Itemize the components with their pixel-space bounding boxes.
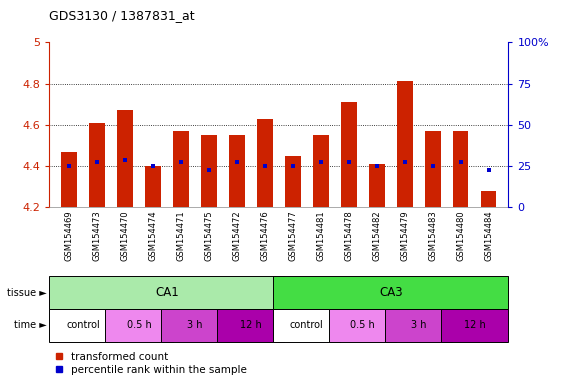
Bar xyxy=(313,135,329,207)
Bar xyxy=(385,309,453,342)
Text: CA3: CA3 xyxy=(379,286,403,299)
Bar xyxy=(49,309,117,342)
Text: 0.5 h: 0.5 h xyxy=(127,320,151,331)
Bar xyxy=(201,135,217,207)
Bar xyxy=(105,309,173,342)
Bar xyxy=(229,135,245,207)
Bar xyxy=(425,131,440,207)
Bar xyxy=(162,309,228,342)
Bar xyxy=(117,110,132,207)
Text: CA1: CA1 xyxy=(155,286,179,299)
Text: tissue ►: tissue ► xyxy=(7,288,46,298)
Bar xyxy=(49,276,285,309)
Text: GDS3130 / 1387831_at: GDS3130 / 1387831_at xyxy=(49,9,195,22)
Bar xyxy=(441,309,508,342)
Text: 3 h: 3 h xyxy=(411,320,426,331)
Bar xyxy=(61,152,77,207)
Bar xyxy=(341,102,357,207)
Bar xyxy=(89,123,105,207)
Bar xyxy=(273,276,508,309)
Bar xyxy=(285,156,300,207)
Text: control: control xyxy=(290,320,324,331)
Bar xyxy=(145,166,160,207)
Bar xyxy=(369,164,385,207)
Bar xyxy=(257,119,272,207)
Text: time ►: time ► xyxy=(14,320,46,331)
Bar xyxy=(453,131,468,207)
Bar xyxy=(217,309,285,342)
Legend: transformed count, percentile rank within the sample: transformed count, percentile rank withi… xyxy=(55,352,247,375)
Bar xyxy=(481,191,497,207)
Bar xyxy=(397,81,413,207)
Text: 3 h: 3 h xyxy=(187,320,203,331)
Text: 0.5 h: 0.5 h xyxy=(350,320,375,331)
Text: control: control xyxy=(66,320,100,331)
Bar xyxy=(173,131,189,207)
Bar xyxy=(273,309,340,342)
Text: 12 h: 12 h xyxy=(240,320,262,331)
Bar xyxy=(329,309,396,342)
Text: 12 h: 12 h xyxy=(464,320,486,331)
